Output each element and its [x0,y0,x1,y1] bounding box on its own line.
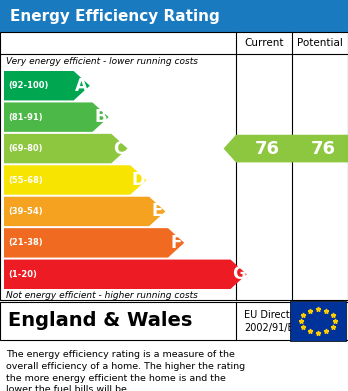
Text: Very energy efficient - lower running costs: Very energy efficient - lower running co… [6,57,198,66]
Bar [0,32,348,300]
Text: C: C [113,140,126,158]
Text: (81-91): (81-91) [8,113,42,122]
Text: 2002/91/EC: 2002/91/EC [244,323,300,333]
Text: The energy efficiency rating is a measure of the
overall efficiency of a home. T: The energy efficiency rating is a measur… [6,350,245,391]
Bar [0,302,348,340]
Bar [0,0,348,32]
Text: England & Wales: England & Wales [8,312,192,330]
Text: Current: Current [244,38,284,48]
Text: F: F [171,234,182,252]
Polygon shape [4,197,165,226]
Text: (92-100): (92-100) [8,81,48,90]
Text: A: A [75,77,88,95]
Polygon shape [279,135,348,162]
Polygon shape [4,71,90,100]
Text: (69-80): (69-80) [8,144,42,153]
Text: E: E [151,203,163,221]
Polygon shape [4,228,184,258]
Polygon shape [4,165,147,195]
Polygon shape [4,260,247,289]
Polygon shape [4,134,128,163]
Text: (39-54): (39-54) [8,207,42,216]
Text: Energy Efficiency Rating: Energy Efficiency Rating [10,9,220,23]
Text: EU Directive: EU Directive [244,310,304,320]
Bar [290,301,346,341]
Text: Potential: Potential [297,38,343,48]
Text: 76: 76 [254,140,279,158]
Text: Not energy efficient - higher running costs: Not energy efficient - higher running co… [6,292,198,301]
Text: G: G [232,265,246,283]
Polygon shape [4,102,109,132]
Text: (1-20): (1-20) [8,270,37,279]
Text: D: D [132,171,145,189]
Text: (21-38): (21-38) [8,239,42,248]
Text: 76: 76 [310,140,335,158]
Polygon shape [223,135,292,162]
Text: B: B [94,108,107,126]
Text: (55-68): (55-68) [8,176,43,185]
